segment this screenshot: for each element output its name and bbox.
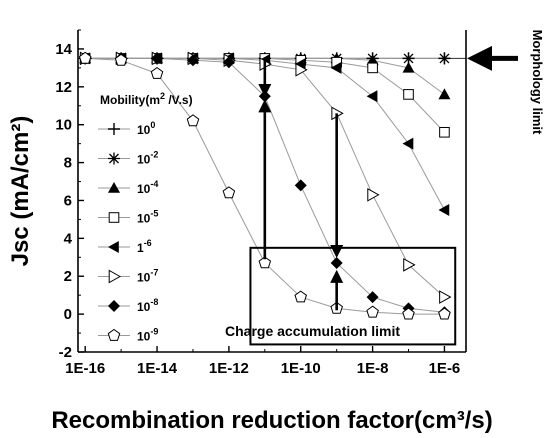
legend-label-2: 10-4 (137, 179, 158, 196)
legend-label-base-2: 10 (137, 182, 151, 196)
legend-label-base-4: 1 (137, 241, 144, 255)
x-tick-label-3: 1E-10 (281, 360, 321, 377)
data-point-series-1-10 (438, 52, 451, 65)
data-point-series-5-10 (439, 290, 452, 304)
data-point-series-3-10 (439, 126, 450, 138)
y-tick-label-8: 14 (55, 41, 72, 58)
morphology-limit-label: Morphology limit (530, 30, 545, 135)
legend-title-main: Mobility(m (100, 93, 160, 107)
y-tick-label-4: 6 (64, 192, 72, 209)
data-point-series-4-9 (402, 137, 414, 150)
legend-label-base-6: 10 (137, 300, 151, 314)
charge-accumulation-limit-label: Charge accumulation limit (225, 323, 400, 339)
legend-marker-3 (108, 212, 120, 223)
legend-label-4: 1-6 (137, 238, 152, 255)
legend-label-base-7: 10 (137, 330, 151, 344)
legend-label-exp-6: -8 (150, 297, 158, 307)
legend-label-exp-1: -2 (150, 150, 158, 160)
x-tick-label-1: 1E-14 (137, 360, 178, 377)
legend-title: Mobility(m2 /V.s) (100, 91, 193, 107)
data-point-series-6-8 (366, 291, 379, 304)
legend-label-0: 100 (137, 120, 155, 137)
legend-label-base-5: 10 (137, 271, 151, 285)
legend-label-exp-0: 0 (150, 120, 155, 130)
data-point-series-4-7 (330, 61, 342, 74)
x-tick-label-4: 1E-8 (357, 360, 389, 377)
data-point-series-7-4 (222, 186, 236, 199)
data-point-series-7-8 (366, 305, 379, 318)
data-point-series-2-10 (438, 88, 451, 100)
data-point-series-7-10 (438, 307, 451, 320)
data-point-series-3-8 (367, 62, 378, 74)
x-axis-title: Recombination reduction factor(cm³/s) (51, 407, 492, 434)
data-point-series-4-10 (438, 203, 450, 216)
legend-label-exp-2: -4 (150, 179, 158, 189)
legend-title-rest: /V.s) (165, 93, 193, 107)
data-point-series-2-9 (402, 61, 415, 73)
legend-label-1: 10-2 (137, 150, 158, 167)
data-point-series-6-2 (151, 52, 164, 65)
legend-marker-0 (108, 123, 120, 135)
data-point-series-2-8 (366, 54, 379, 66)
legend-label-3: 10-5 (137, 209, 158, 226)
y-tick-label-0: -2 (59, 344, 72, 361)
data-point-series-7-9 (402, 307, 415, 320)
data-point-series-7-3 (186, 114, 200, 127)
y-tick-label-3: 4 (64, 230, 73, 247)
legend-label-6: 10-8 (137, 297, 158, 314)
legend-label-exp-5: -7 (150, 268, 158, 278)
labels-layer: Recombination reduction factor(cm³/s) Jsc… (7, 30, 545, 434)
legend-marker-5 (108, 269, 122, 284)
data-point-series-3-9 (403, 89, 414, 100)
data-point-series-7-5 (258, 256, 272, 269)
y-tick-label-1: 0 (64, 306, 72, 323)
data-point-series-5-9 (403, 258, 416, 272)
y-tick-label-2: 2 (64, 268, 72, 285)
y-tick-label-5: 8 (64, 155, 72, 172)
data-point-series-7-0 (78, 51, 92, 64)
data-point-series-4-8 (366, 90, 378, 103)
markers-layer (78, 51, 452, 320)
x-tick-label-5: 1E-6 (429, 360, 461, 377)
legend-label-exp-4: -6 (144, 238, 152, 248)
x-tick-label-0: 1E-16 (65, 360, 105, 377)
legend-label-5: 10-7 (137, 268, 158, 285)
data-point-series-7-6 (294, 290, 307, 303)
legend-label-base-0: 10 (137, 123, 151, 137)
data-point-series-6-7 (330, 256, 343, 269)
data-point-series-6-6 (294, 179, 307, 192)
data-point-series-6-3 (186, 54, 199, 67)
legend-label-base-3: 10 (137, 212, 151, 226)
legend-marker-6 (108, 300, 120, 312)
arrows-layer (258, 45, 518, 311)
charge-accumulation-box-layer (249, 246, 457, 346)
y-tick-label-7: 12 (55, 79, 72, 96)
legend-marker-7 (107, 328, 121, 341)
data-point-series-7-2 (150, 66, 164, 79)
charge-accumulation-box (249, 246, 457, 346)
legend-marker-4 (108, 241, 119, 253)
legend-label-exp-7: -9 (150, 327, 158, 337)
legend-label-base-1: 10 (137, 153, 151, 167)
x-tick-label-2: 1E-12 (209, 360, 249, 377)
y-tick-label-6: 10 (55, 117, 72, 134)
y-axis-title: Jsc (mA/cm²) (7, 116, 34, 267)
data-point-series-1-9 (402, 52, 415, 65)
legend: Mobility(m2 /V.s)10010-210-410-51-610-71… (98, 91, 193, 344)
data-point-series-6-4 (222, 56, 235, 69)
data-point-series-5-6 (295, 62, 308, 77)
data-point-series-5-8 (367, 187, 380, 202)
legend-label-7: 10-9 (137, 327, 158, 344)
legend-title-sup: 2 (160, 91, 165, 101)
legend-marker-2 (108, 182, 120, 193)
data-point-series-7-1 (114, 53, 128, 66)
legend-marker-1 (108, 152, 120, 165)
legend-label-exp-3: -5 (150, 209, 158, 219)
